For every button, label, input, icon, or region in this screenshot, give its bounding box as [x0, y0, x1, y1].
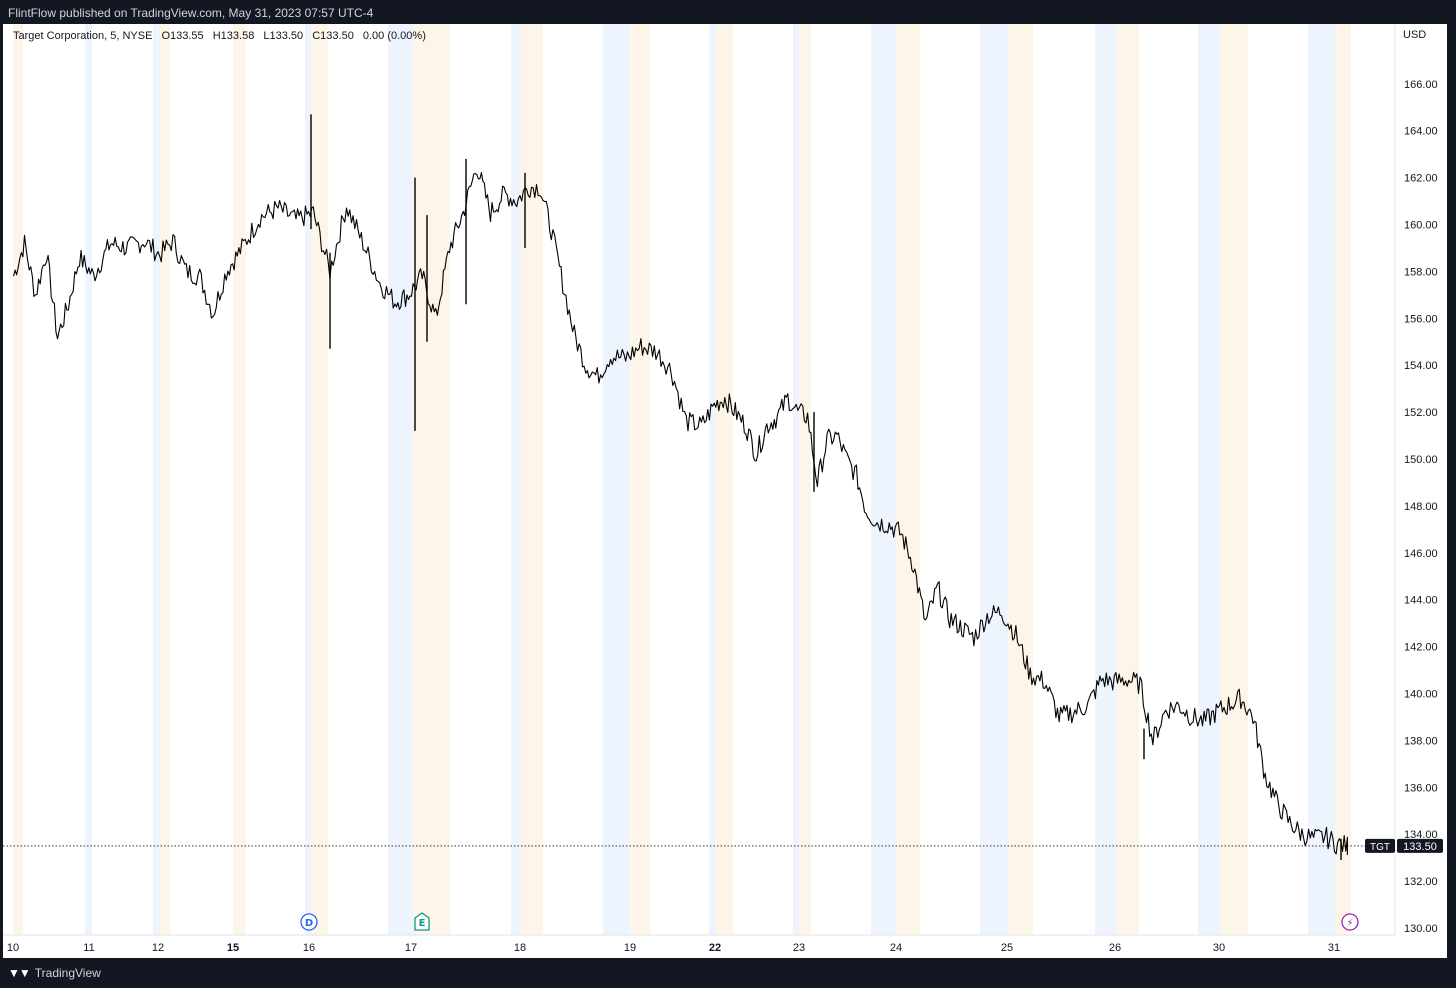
x-tick-label: 11: [83, 942, 94, 954]
legend-open: O133.55: [161, 30, 204, 42]
footer-bar: ▼▼ TradingView: [0, 960, 1456, 988]
x-tick-label: 17: [405, 942, 417, 954]
afterhours-band: [1335, 24, 1351, 935]
split-marker: [1341, 913, 1359, 931]
earnings-marker: [414, 912, 430, 931]
afterhours-band: [799, 24, 811, 935]
x-tick-label: 19: [624, 942, 636, 954]
afterhours-band: [1117, 24, 1139, 935]
y-tick-label: 154.00: [1404, 360, 1438, 372]
split-marker-label: ⚡: [1346, 918, 1353, 929]
y-tick-label: 136.00: [1404, 782, 1438, 794]
x-tick-label: 24: [890, 942, 902, 954]
premarket-band: [511, 24, 521, 935]
premarket-band: [1308, 24, 1335, 935]
afterhours-band: [233, 24, 246, 935]
legend-high: H133.58: [212, 30, 255, 42]
afterhours-band: [1220, 24, 1248, 935]
premarket-band: [153, 24, 160, 935]
afterhours-band: [160, 24, 170, 935]
y-tick-label: 166.00: [1404, 79, 1438, 91]
legend-low: L133.50: [263, 30, 304, 42]
x-tick-label: 18: [514, 942, 526, 954]
x-tick-label: 23: [793, 942, 805, 954]
ohlc-legend: Target Corporation, 5, NYSE O133.55 H133…: [13, 30, 432, 42]
premarket-band: [793, 24, 799, 935]
tradingview-logo-icon: ▼▼: [8, 966, 31, 980]
dividend-marker-label: D: [305, 918, 313, 929]
y-tick-label: 130.00: [1404, 923, 1438, 935]
y-tick-label: 138.00: [1404, 735, 1438, 747]
x-tick-label: 25: [1001, 942, 1013, 954]
y-tick-label: 156.00: [1404, 313, 1438, 325]
x-tick-label: 30: [1213, 942, 1225, 954]
y-tick-label: 148.00: [1404, 501, 1438, 513]
afterhours-band: [413, 24, 450, 935]
x-tick-label: 10: [7, 942, 19, 954]
x-tick-label: 22: [709, 942, 721, 954]
premarket-band: [871, 24, 896, 935]
premarket-band: [305, 24, 311, 935]
price-line: [12, 172, 1348, 855]
y-tick-label: 158.00: [1404, 266, 1438, 278]
x-tick-label: 31: [1328, 942, 1340, 954]
afterhours-band: [1008, 24, 1033, 935]
afterhours-band: [311, 24, 328, 935]
y-tick-label: 162.00: [1404, 173, 1438, 185]
x-tick-label: 12: [152, 942, 164, 954]
earnings-marker-label: E: [419, 918, 426, 929]
premarket-band: [709, 24, 716, 935]
publisher-bar: FlintFlow published on TradingView.com, …: [0, 0, 1456, 24]
x-tick-label: 16: [303, 942, 315, 954]
y-tick-label: 144.00: [1404, 595, 1438, 607]
afterhours-band: [716, 24, 733, 935]
price-chart[interactable]: USD 130.00 132.00 134.00 136.00 138.00 140.00 1…: [3, 24, 1447, 958]
price-badge-label: 133.50: [1403, 841, 1437, 853]
x-tick-label: 15: [227, 942, 239, 954]
y-tick-label: 142.00: [1404, 642, 1438, 654]
chart-area[interactable]: USD 130.00 132.00 134.00 136.00 138.00 140.00 1…: [3, 24, 1447, 958]
premarket-band: [1198, 24, 1220, 935]
y-tick-label: 146.00: [1404, 548, 1438, 560]
premarket-band: [980, 24, 1008, 935]
afterhours-band: [630, 24, 650, 935]
y-tick-label: 134.00: [1404, 829, 1438, 841]
y-tick-label: 160.00: [1404, 220, 1438, 232]
afterhours-band: [521, 24, 543, 935]
currency-label: USD: [1403, 29, 1426, 41]
afterhours-band: [896, 24, 920, 935]
y-tick-label: 132.00: [1404, 876, 1438, 888]
y-tick-label: 150.00: [1404, 454, 1438, 466]
published-info: FlintFlow published on TradingView.com, …: [8, 6, 374, 20]
brand-text: TradingView: [34, 966, 101, 980]
y-tick-label: 140.00: [1404, 689, 1438, 701]
price-badge: [1397, 838, 1443, 853]
premarket-band: [603, 24, 630, 935]
symbol-badge: [1365, 838, 1395, 853]
afterhours-band: [13, 24, 23, 935]
premarket-band: [85, 24, 92, 935]
tradingview-brand[interactable]: ▼▼ TradingView: [8, 966, 101, 980]
legend-change: 0.00 (0.00%): [362, 30, 426, 42]
legend-close: C133.50: [312, 30, 354, 42]
premarket-band: [388, 24, 413, 935]
legend-symbol: Target Corporation, 5, NYSE: [13, 30, 153, 42]
dividend-marker: [300, 913, 318, 931]
y-tick-label: 164.00: [1404, 126, 1438, 138]
x-tick-label: 26: [1109, 942, 1121, 954]
premarket-band: [1095, 24, 1117, 935]
symbol-badge-label: TGT: [1370, 842, 1390, 853]
y-tick-label: 152.00: [1404, 407, 1438, 419]
